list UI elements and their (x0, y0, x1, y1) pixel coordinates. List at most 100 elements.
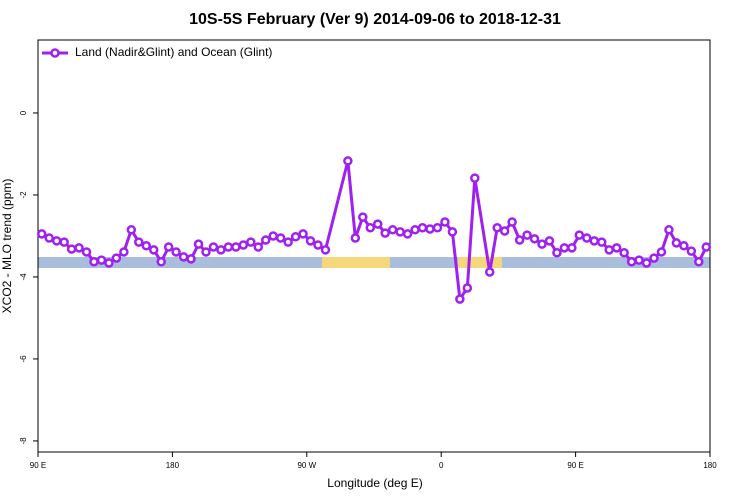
x-tick-label: 90 W (297, 461, 316, 470)
data-point (656, 247, 667, 257)
data-point (567, 243, 577, 253)
y-tick-label: -4 (19, 273, 28, 281)
x-tick-label: 0 (439, 461, 444, 470)
data-point (395, 227, 405, 237)
data-point (372, 219, 383, 229)
data-point (410, 225, 420, 235)
data-point (641, 258, 652, 268)
y-tick-label: -6 (19, 355, 28, 363)
land-band (322, 257, 390, 268)
data-point (582, 233, 592, 243)
data-point (634, 255, 644, 265)
data-point (89, 257, 99, 267)
legend-label: Land (Nadir&Glint) and Ocean (Glint) (75, 45, 272, 59)
data-point (574, 230, 585, 240)
data-point (141, 241, 152, 251)
data-point (134, 237, 144, 247)
data-point (275, 233, 286, 243)
data-point (246, 237, 256, 247)
data-point (186, 254, 196, 264)
data-point (387, 225, 398, 235)
map-strip (38, 257, 710, 268)
data-point (119, 247, 129, 257)
data-point (552, 248, 562, 258)
data-point (126, 225, 137, 235)
x-tick-label: 180 (166, 461, 180, 470)
data-point (671, 238, 682, 248)
data-point (365, 223, 376, 233)
data-point (36, 229, 47, 239)
data-point (193, 239, 204, 249)
data-point (59, 237, 69, 247)
data-point (66, 244, 77, 254)
data-point (96, 255, 107, 265)
data-point (417, 223, 428, 233)
data-point (290, 232, 301, 242)
data-point (268, 231, 278, 241)
data-point (358, 212, 368, 222)
data-point (664, 225, 674, 235)
data-point (514, 235, 525, 245)
data-point (537, 239, 547, 249)
data-point (447, 227, 458, 237)
y-tick-label: -8 (19, 437, 28, 445)
data-point (499, 226, 510, 236)
data-point (148, 245, 159, 255)
data-point (596, 237, 607, 247)
data-point (350, 233, 361, 243)
data-point (260, 235, 271, 245)
data-point (298, 229, 308, 239)
data-point (701, 242, 712, 252)
data-point (44, 233, 54, 243)
legend-marker (50, 48, 60, 58)
data-point (649, 253, 659, 263)
data-point (425, 224, 435, 234)
data-point (253, 242, 264, 252)
data-point (305, 236, 316, 246)
data-point (694, 257, 704, 267)
y-axis-label: XCO2 - MLO trend (ppm) (0, 179, 14, 314)
data-point (455, 294, 465, 304)
data-point (104, 258, 114, 268)
data-point (686, 246, 697, 256)
data-point (604, 245, 614, 255)
data-point (611, 243, 622, 253)
land-band (458, 257, 502, 268)
chart-title: 10S-5S February (Ver 9) 2014-09-06 to 20… (189, 11, 561, 28)
data-point (216, 245, 226, 255)
data-point (283, 237, 293, 247)
data-point (626, 257, 637, 267)
data-point (223, 242, 234, 252)
data-point (402, 229, 413, 239)
data-point (320, 245, 331, 255)
data-point (208, 242, 219, 252)
data-point (313, 240, 323, 250)
y-tick-label: 0 (19, 110, 28, 115)
y-tick-label: -2 (19, 191, 28, 199)
data-point (619, 248, 629, 258)
data-point (380, 228, 390, 238)
data-point (544, 236, 555, 246)
x-tick-label: 90 E (567, 461, 583, 470)
data-point (432, 223, 443, 233)
data-point (171, 247, 181, 257)
data-point (163, 242, 174, 252)
data-point (462, 283, 473, 293)
data-point (111, 253, 122, 263)
data-point (507, 217, 517, 227)
data-point (156, 257, 166, 267)
data-point (343, 156, 353, 166)
x-tick-label: 180 (703, 461, 717, 470)
data-point (178, 252, 189, 262)
data-point (522, 230, 532, 240)
data-point (492, 223, 502, 233)
data-point (201, 247, 211, 257)
data-point (231, 242, 241, 252)
x-axis-label: Longitude (deg E) (327, 476, 422, 490)
data-point (81, 247, 92, 257)
data-point (51, 236, 62, 246)
x-tick-label: 90 E (30, 461, 46, 470)
data-point (679, 241, 689, 251)
data-point (238, 240, 249, 250)
